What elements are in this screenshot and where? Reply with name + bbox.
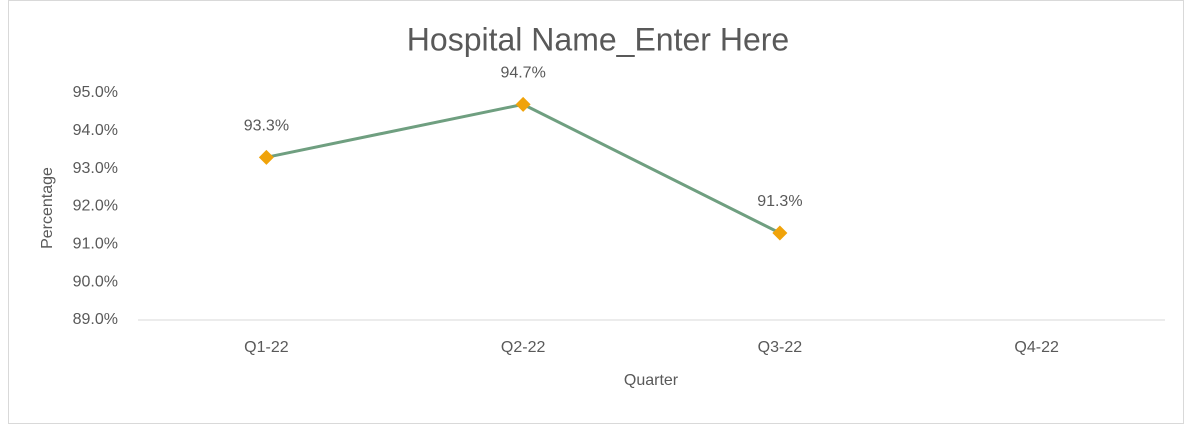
x-tick-label: Q2-22 bbox=[501, 339, 546, 356]
x-tick-label: Q1-22 bbox=[244, 339, 289, 356]
chart-title: Hospital Name_Enter Here bbox=[407, 21, 789, 57]
y-tick-label: 93.0% bbox=[73, 160, 118, 177]
data-marker bbox=[515, 96, 531, 112]
chart-border bbox=[8, 0, 1184, 424]
y-tick-label: 95.0% bbox=[73, 84, 118, 101]
data-label: 91.3% bbox=[757, 193, 802, 210]
data-label: 93.3% bbox=[244, 118, 289, 135]
y-tick-label: 89.0% bbox=[73, 311, 118, 328]
data-marker bbox=[258, 149, 274, 165]
y-tick-label: 90.0% bbox=[73, 273, 118, 290]
x-tick-label: Q3-22 bbox=[758, 339, 803, 356]
x-tick-label: Q4-22 bbox=[1014, 339, 1059, 356]
y-tick-label: 92.0% bbox=[73, 198, 118, 215]
data-label: 94.7% bbox=[500, 65, 545, 82]
y-tick-label: 94.0% bbox=[73, 122, 118, 139]
x-axis-label: Quarter bbox=[624, 372, 679, 389]
y-tick-label: 91.0% bbox=[73, 236, 118, 253]
data-marker bbox=[772, 225, 788, 241]
y-axis-label: Percentage bbox=[39, 167, 56, 249]
